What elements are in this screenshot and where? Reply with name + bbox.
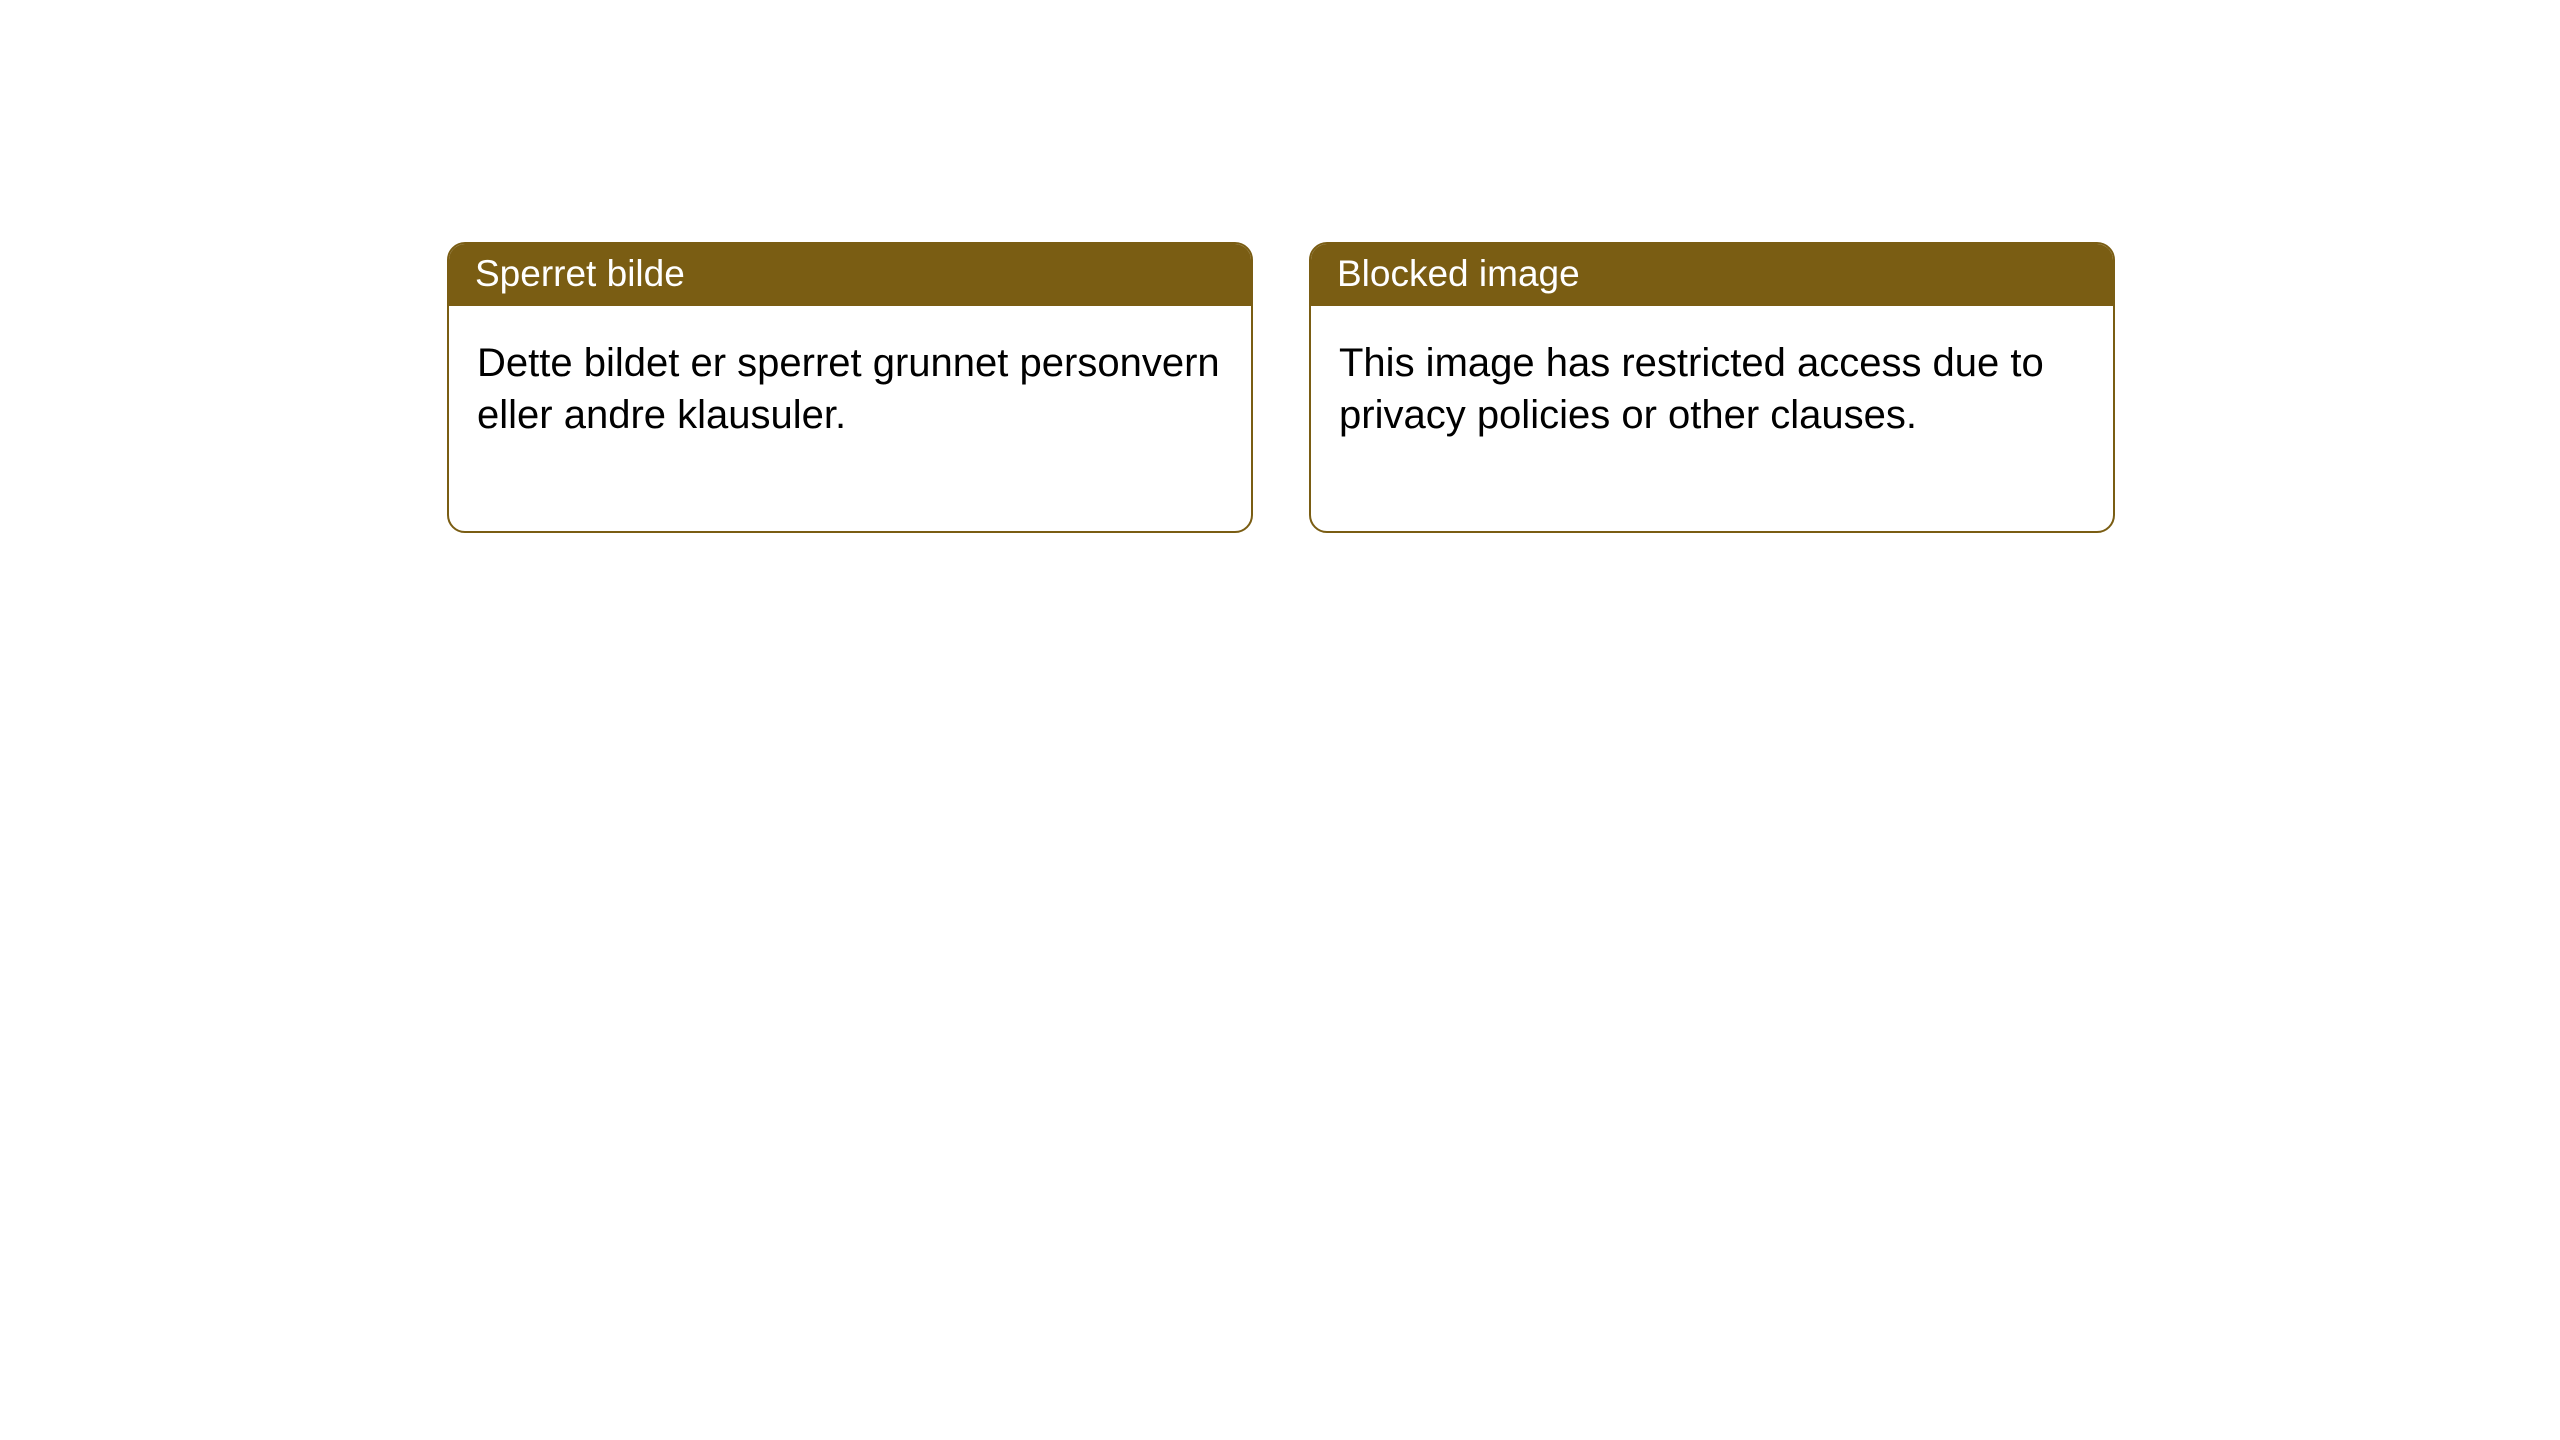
card-body: This image has restricted access due to … (1311, 306, 2113, 530)
notice-card-norwegian: Sperret bilde Dette bildet er sperret gr… (447, 242, 1253, 533)
card-title: Sperret bilde (475, 253, 685, 294)
notice-card-english: Blocked image This image has restricted … (1309, 242, 2115, 533)
card-title: Blocked image (1337, 253, 1580, 294)
card-body-text: Dette bildet er sperret grunnet personve… (477, 341, 1220, 436)
card-header: Sperret bilde (449, 244, 1251, 306)
card-header: Blocked image (1311, 244, 2113, 306)
card-body: Dette bildet er sperret grunnet personve… (449, 306, 1251, 530)
notice-container: Sperret bilde Dette bildet er sperret gr… (0, 0, 2560, 533)
card-body-text: This image has restricted access due to … (1339, 341, 2044, 436)
